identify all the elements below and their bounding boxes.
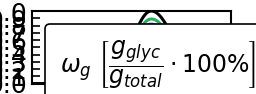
- 20: [139, 28, 142, 29]
- 65: [64, 82, 67, 83]
- 40: [97, 82, 100, 83]
- 50: [116, 73, 120, 74]
- 40: [139, 36, 142, 37]
- 20: [97, 81, 100, 83]
- 50: [150, 34, 153, 35]
- 30: [30, 83, 34, 84]
- 20: [64, 82, 67, 83]
- 0: [116, 68, 120, 69]
- 50: [135, 47, 138, 48]
- 65: [57, 82, 60, 83]
- 65: [30, 83, 34, 84]
- 50: [30, 83, 34, 84]
- 40: [229, 82, 232, 83]
- 30: [139, 32, 142, 34]
- 50: [229, 82, 232, 83]
- 50: [97, 82, 100, 83]
- 65: [116, 74, 120, 75]
- Line: 20: 20: [32, 19, 230, 84]
- 40: [135, 43, 138, 44]
- Line: 0: 0: [32, 11, 230, 84]
- 50: [64, 82, 67, 83]
- 20: [57, 82, 60, 83]
- 20: [150, 19, 153, 20]
- 20: [116, 70, 120, 71]
- Line: 30: 30: [32, 24, 230, 84]
- 20: [229, 82, 232, 83]
- 0: [64, 82, 67, 83]
- 0: [150, 11, 153, 12]
- 0: [30, 83, 34, 84]
- 0: [135, 30, 138, 31]
- 30: [116, 71, 120, 72]
- 0: [229, 82, 232, 83]
- Line: 50: 50: [32, 34, 230, 84]
- 30: [57, 82, 60, 83]
- 65: [139, 46, 142, 47]
- 40: [30, 83, 34, 84]
- 65: [229, 82, 232, 83]
- Line: 40: 40: [32, 29, 230, 84]
- 0: [57, 82, 60, 83]
- Legend: 65, 50, 40, 30, 20, 0: 65, 50, 40, 30, 20, 0: [45, 24, 256, 94]
- 30: [150, 24, 153, 25]
- 0: [97, 81, 100, 82]
- 50: [57, 82, 60, 83]
- 40: [57, 82, 60, 83]
- 65: [150, 40, 153, 41]
- 30: [97, 82, 100, 83]
- 65: [135, 51, 138, 52]
- 0: [139, 21, 142, 22]
- 65: [97, 82, 100, 83]
- Line: 65: 65: [32, 40, 230, 84]
- 50: [139, 41, 142, 42]
- 40: [150, 28, 153, 29]
- 30: [229, 82, 232, 83]
- 20: [135, 36, 138, 37]
- 20: [30, 83, 34, 84]
- 40: [116, 72, 120, 73]
- 30: [135, 39, 138, 41]
- 40: [64, 82, 67, 83]
- 30: [64, 82, 67, 83]
